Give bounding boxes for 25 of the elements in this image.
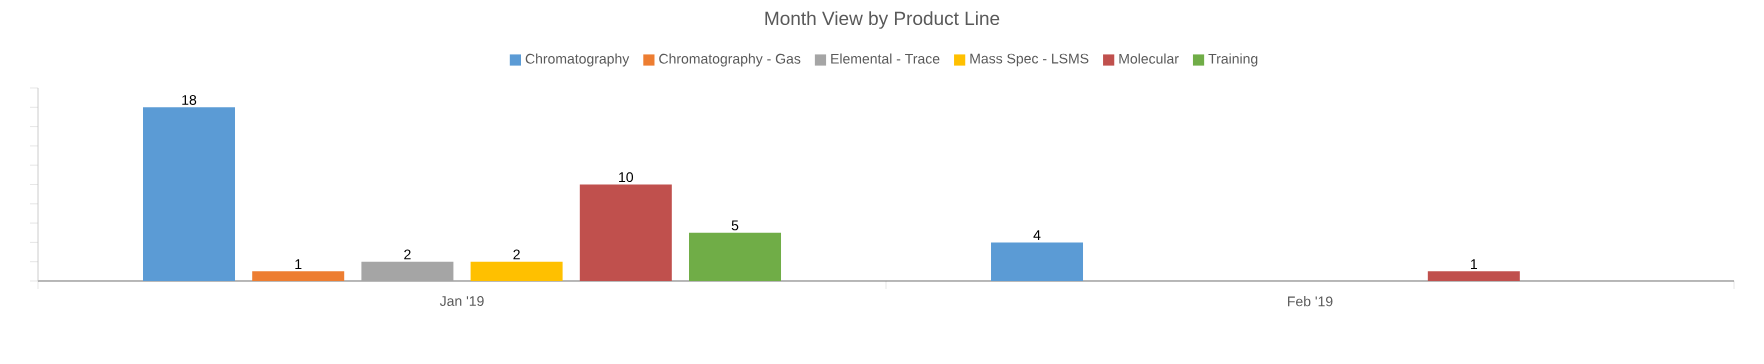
legend-label: Chromatography [525,53,630,67]
data-label: 10 [619,172,634,183]
bar [579,184,672,281]
bar [689,232,782,281]
legend-label: Elemental - Trace [831,53,940,64]
data-label: 1 [1470,259,1478,269]
bar [1427,271,1520,281]
data-label: 4 [1033,230,1041,240]
legend-label: Training [1208,53,1258,67]
legend-label: Mass Spec - LSMS [970,53,1089,67]
x-tick-label: Feb '19 [1288,296,1333,307]
data-label: 18 [182,95,197,105]
data-label: 1 [295,259,302,269]
x-tick-label: Jan '19 [439,296,484,306]
bar [470,261,563,281]
bar [143,107,236,281]
legend-label: Chromatography - Gas [659,53,801,67]
data-label: 2 [404,249,411,260]
bar [991,242,1084,281]
bar [361,261,454,281]
chart-title: Month View by Product Line [765,11,1000,29]
legend-label: Molecular [1119,53,1179,64]
data-label: 2 [513,249,520,260]
bar [252,271,345,281]
data-label: 5 [731,220,739,231]
